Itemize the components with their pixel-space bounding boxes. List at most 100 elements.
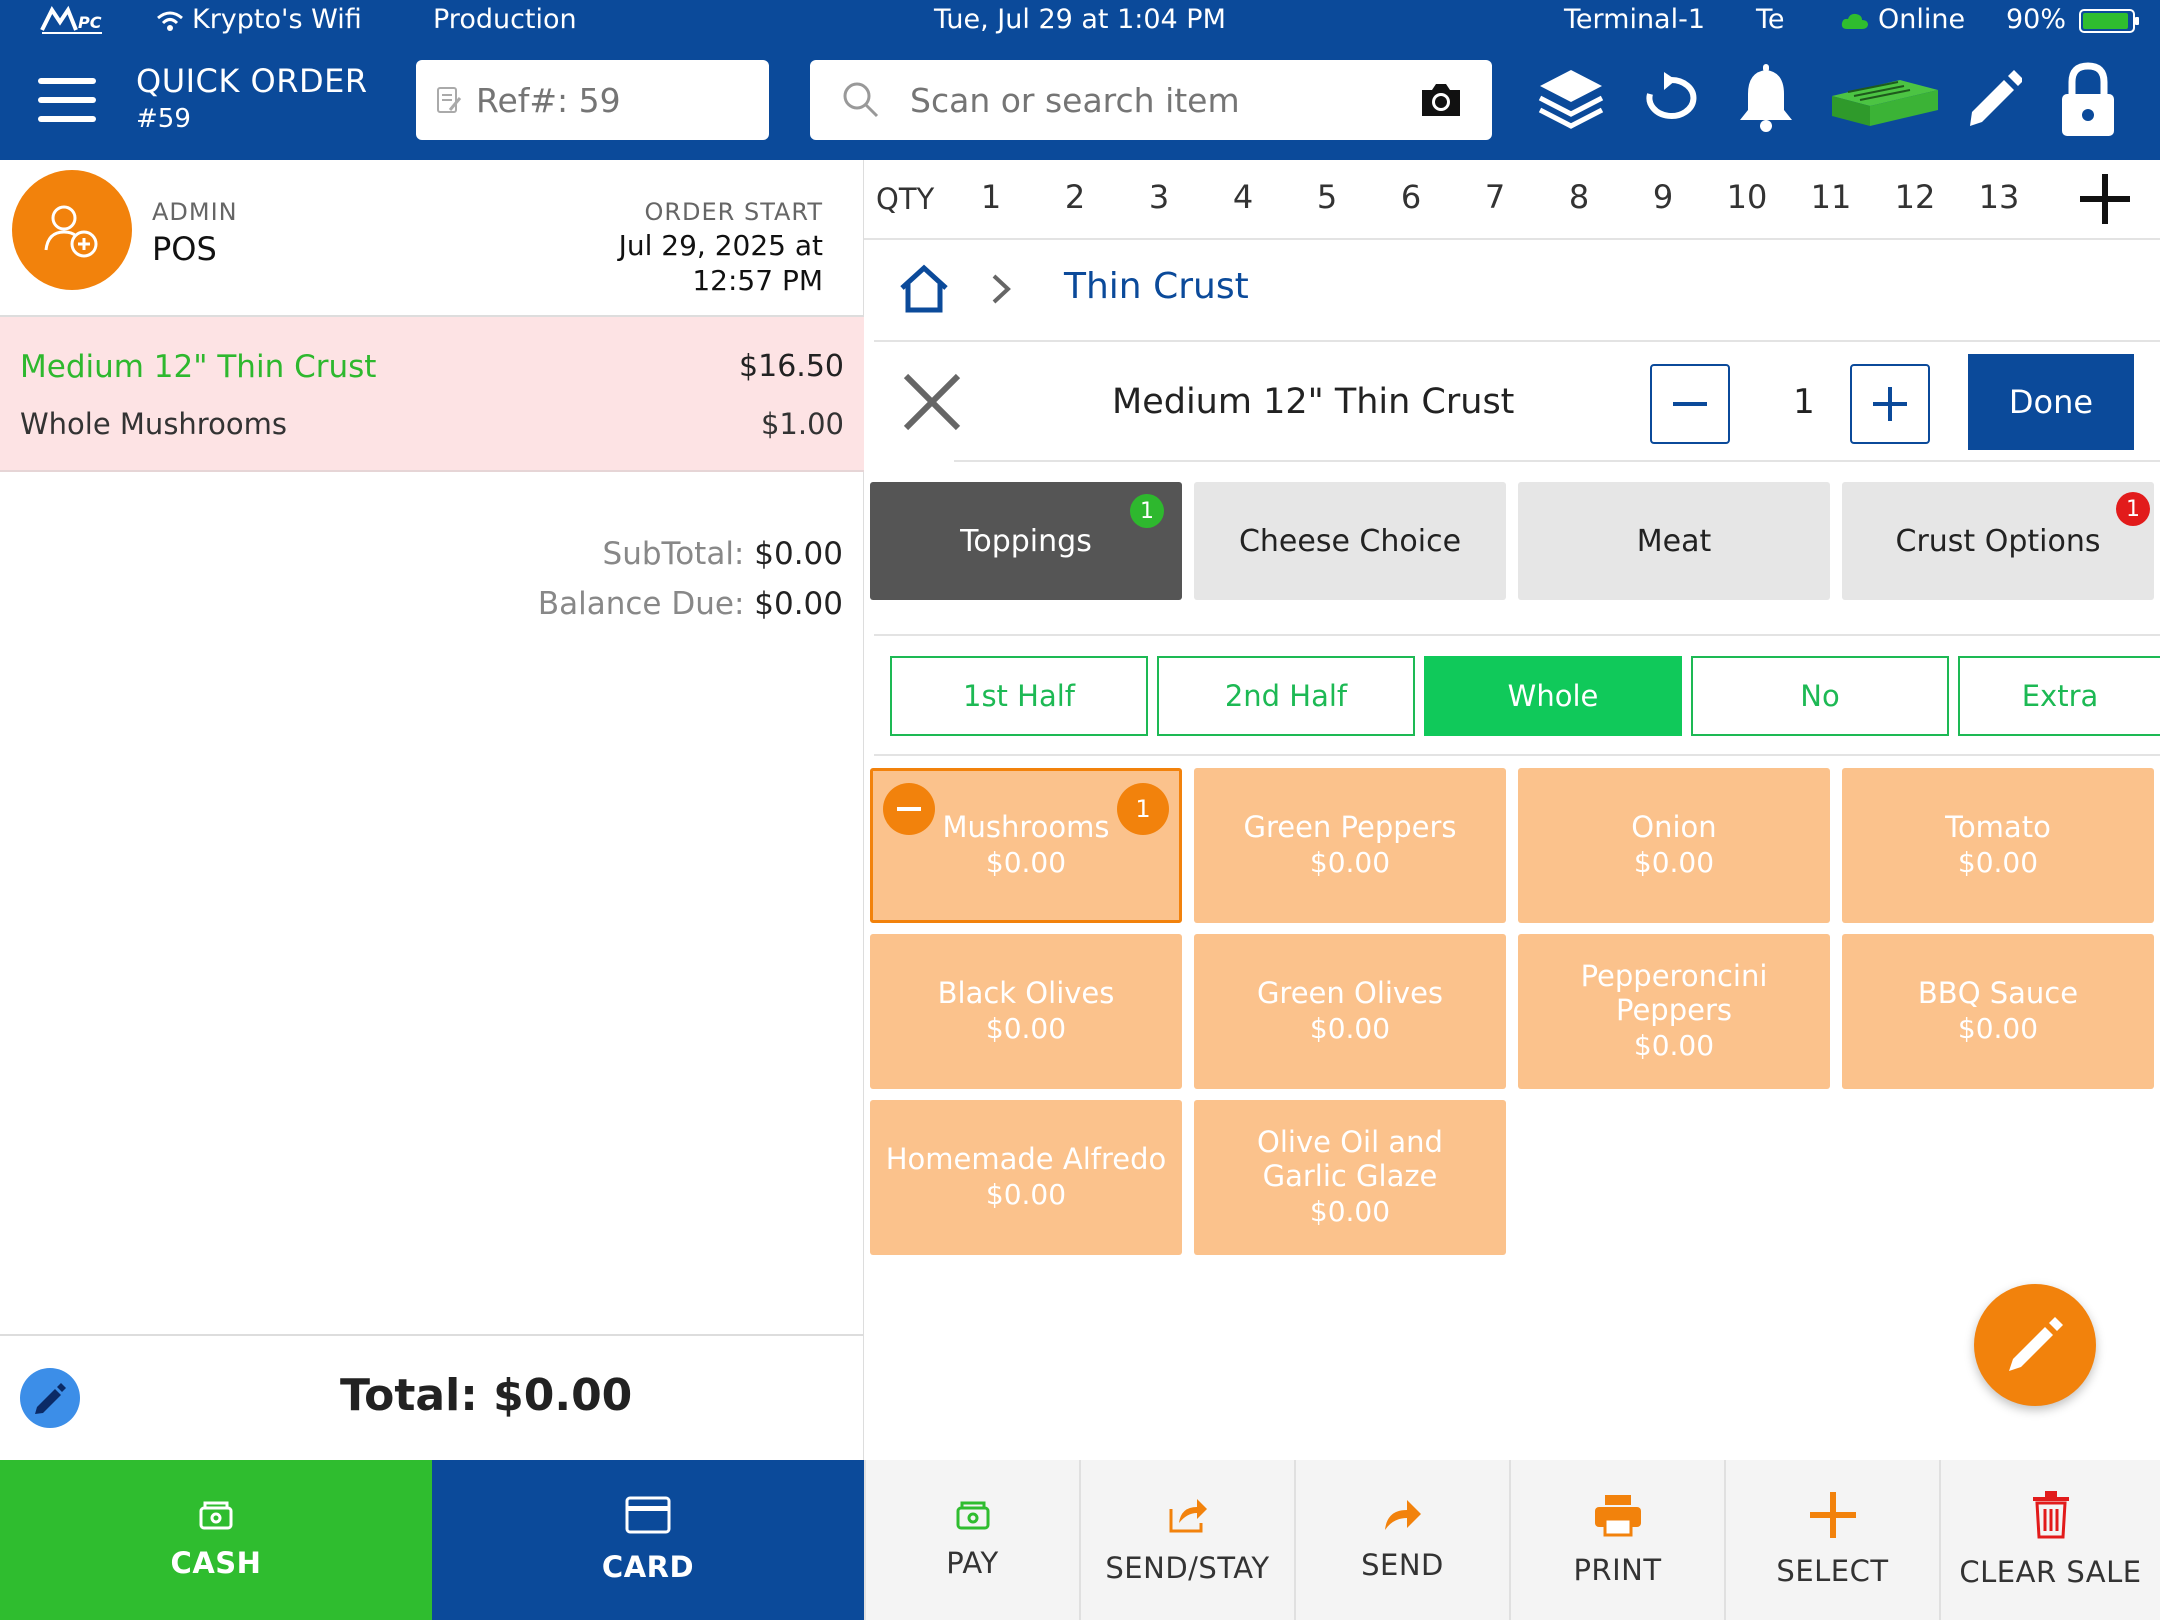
ref-field-container bbox=[416, 60, 769, 140]
clear-sale-button[interactable]: CLEAR SALE bbox=[1939, 1460, 2160, 1620]
pay-button[interactable]: PAY bbox=[864, 1460, 1079, 1620]
send-stay-button[interactable]: SEND/STAY bbox=[1079, 1460, 1294, 1620]
topping-name: Tomato bbox=[1945, 809, 2051, 844]
tab-meat[interactable]: Meat bbox=[1518, 482, 1830, 600]
topping-count-badge: 1 bbox=[1117, 783, 1169, 835]
topping-price: $0.00 bbox=[1309, 1011, 1391, 1045]
qty-option[interactable]: 1 bbox=[980, 178, 1002, 216]
tab-toppings[interactable]: Toppings 1 bbox=[870, 482, 1182, 600]
mode-extra-button[interactable]: Extra bbox=[1958, 656, 2160, 736]
lock-icon[interactable] bbox=[2060, 62, 2116, 138]
topping-name: Onion bbox=[1631, 809, 1717, 844]
qty-option[interactable]: 6 bbox=[1400, 178, 1422, 216]
topping-name: BBQ Sauce bbox=[1917, 975, 2079, 1010]
breadcrumb-current[interactable]: Thin Crust bbox=[1064, 266, 1249, 307]
pencil-icon[interactable] bbox=[1966, 70, 2022, 128]
divider bbox=[874, 634, 2160, 636]
cash-drawer-icon[interactable] bbox=[1828, 76, 1942, 128]
camera-icon[interactable] bbox=[1418, 80, 1464, 120]
svg-text:PC: PC bbox=[78, 13, 102, 32]
send-button[interactable]: SEND bbox=[1294, 1460, 1509, 1620]
minus-icon bbox=[1673, 402, 1707, 406]
done-button[interactable]: Done bbox=[1968, 354, 2134, 450]
qty-option[interactable]: 9 bbox=[1652, 178, 1674, 216]
qty-option[interactable]: 2 bbox=[1064, 178, 1086, 216]
topping-price: $0.00 bbox=[985, 845, 1067, 879]
mode-no-button[interactable]: No bbox=[1691, 656, 1949, 736]
qty-option[interactable]: 13 bbox=[1978, 178, 2020, 216]
topping-tile-green-olives[interactable]: Green Olives $0.00 bbox=[1194, 934, 1506, 1089]
home-icon[interactable] bbox=[898, 264, 950, 314]
wifi-status: Krypto's Wifi bbox=[156, 0, 362, 40]
card-button[interactable]: CARD bbox=[432, 1460, 864, 1620]
note-icon bbox=[437, 87, 462, 113]
menu-button[interactable] bbox=[38, 78, 96, 122]
qty-option[interactable]: 11 bbox=[1810, 178, 1852, 216]
cash-button[interactable]: CASH bbox=[0, 1460, 432, 1620]
topping-tile-black-olives[interactable]: Black Olives $0.00 bbox=[870, 934, 1182, 1089]
add-customer-button[interactable] bbox=[12, 170, 132, 290]
order-modifier-name: Whole Mushrooms bbox=[20, 407, 287, 441]
wifi-name: Krypto's Wifi bbox=[192, 4, 362, 35]
tab-label: Crust Options bbox=[1895, 523, 2101, 559]
mode-2nd-half-button[interactable]: 2nd Half bbox=[1157, 656, 1415, 736]
order-item[interactable]: Medium 12" Thin Crust $16.50 Whole Mushr… bbox=[0, 317, 864, 472]
layers-icon[interactable] bbox=[1536, 66, 1606, 130]
mode-whole-button[interactable]: Whole bbox=[1424, 656, 1682, 736]
topping-name: Green Peppers bbox=[1243, 809, 1457, 844]
qty-option[interactable]: 4 bbox=[1232, 178, 1254, 216]
topping-tile-mushrooms[interactable]: 1 Mushrooms $0.00 bbox=[870, 768, 1182, 923]
topping-tile-green-peppers[interactable]: Green Peppers $0.00 bbox=[1194, 768, 1506, 923]
topping-price: $0.00 bbox=[985, 1177, 1067, 1211]
topping-price: $0.00 bbox=[1309, 845, 1391, 879]
topping-tile-pepperoncini-peppers[interactable]: Pepperoncini Peppers $0.00 bbox=[1518, 934, 1830, 1089]
action-bar: CASH CARD PAY SEND/STAY SEND bbox=[0, 1460, 2160, 1620]
select-button[interactable]: SELECT bbox=[1724, 1460, 1939, 1620]
topping-tile-olive-oil-garlic-glaze[interactable]: Olive Oil and Garlic Glaze $0.00 bbox=[1194, 1100, 1506, 1255]
bell-icon[interactable] bbox=[1738, 64, 1794, 132]
topping-tile-homemade-alfredo[interactable]: Homemade Alfredo $0.00 bbox=[870, 1100, 1182, 1255]
topping-tile-onion[interactable]: Onion $0.00 bbox=[1518, 768, 1830, 923]
chevron-right-icon bbox=[992, 274, 1011, 304]
close-icon[interactable] bbox=[902, 372, 962, 432]
send-label: SEND bbox=[1361, 1548, 1444, 1582]
menu-panel: QTY 1 2 3 4 5 6 7 8 9 10 11 12 13 Thin C… bbox=[864, 160, 2160, 1460]
ref-input[interactable] bbox=[476, 80, 756, 120]
topping-name: Pepperoncini Peppers bbox=[1580, 958, 1768, 1028]
battery-icon bbox=[2078, 8, 2139, 33]
tab-cheese-choice[interactable]: Cheese Choice bbox=[1194, 482, 1506, 600]
wifi-icon bbox=[157, 11, 183, 31]
topping-price: $0.00 bbox=[1957, 1011, 2039, 1045]
quantity-decrease-button[interactable] bbox=[1650, 364, 1730, 444]
pay-label: PAY bbox=[946, 1546, 999, 1580]
mpc-logo: PC bbox=[40, 5, 102, 34]
topping-tile-tomato[interactable]: Tomato $0.00 bbox=[1842, 768, 2154, 923]
topping-name: Homemade Alfredo bbox=[885, 1141, 1167, 1176]
quantity-increase-button[interactable] bbox=[1850, 364, 1930, 444]
product-title: Medium 12" Thin Crust bbox=[1112, 382, 1515, 422]
mode-1st-half-button[interactable]: 1st Half bbox=[890, 656, 1148, 736]
order-start-label: ORDER START bbox=[644, 198, 823, 226]
topping-tile-bbq-sauce[interactable]: BBQ Sauce $0.00 bbox=[1842, 934, 2154, 1089]
tab-badge: 1 bbox=[2116, 492, 2150, 526]
tab-badge: 1 bbox=[1130, 494, 1164, 528]
qty-option[interactable]: 12 bbox=[1894, 178, 1936, 216]
qty-option[interactable]: 8 bbox=[1568, 178, 1590, 216]
remove-topping-button[interactable] bbox=[883, 783, 935, 835]
edit-fab-button[interactable] bbox=[1974, 1284, 2096, 1406]
tab-crust-options[interactable]: Crust Options 1 bbox=[1842, 482, 2154, 600]
search-input[interactable] bbox=[910, 80, 1390, 120]
cloud-icon bbox=[1841, 13, 1868, 29]
order-item-name: Medium 12" Thin Crust bbox=[20, 349, 377, 385]
qty-option[interactable]: 5 bbox=[1316, 178, 1338, 216]
menu-icon-bar bbox=[38, 78, 96, 84]
qty-option[interactable]: 3 bbox=[1148, 178, 1170, 216]
refresh-icon[interactable] bbox=[1640, 72, 1702, 126]
qty-option[interactable]: 7 bbox=[1484, 178, 1506, 216]
top-bar: PC Krypto's Wifi Production Tue, Jul 29 … bbox=[0, 0, 2160, 160]
edit-order-button[interactable] bbox=[20, 1368, 80, 1428]
print-button[interactable]: PRINT bbox=[1509, 1460, 1724, 1620]
qty-option[interactable]: 10 bbox=[1726, 178, 1768, 216]
trash-icon bbox=[2032, 1491, 2069, 1539]
plus-icon[interactable] bbox=[2078, 172, 2132, 226]
